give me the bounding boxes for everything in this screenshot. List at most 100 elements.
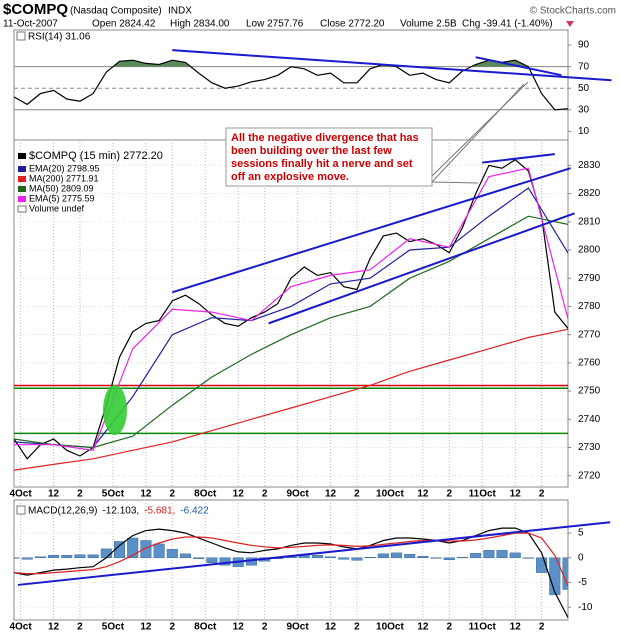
x-tick-label: 5Oct [102, 489, 125, 500]
y-tick-label: 2750 [578, 386, 601, 397]
histogram-bar [509, 552, 521, 559]
trendline [171, 167, 571, 294]
y-tick-label: 2720 [578, 470, 601, 481]
x-tick-label: 4Oct [9, 489, 32, 500]
x-tick-label: 2 [354, 622, 360, 633]
y-tick-label: 70 [578, 61, 590, 72]
histogram-bar [338, 557, 350, 560]
legend-swatch [18, 196, 26, 202]
symbol: $COMPQ [3, 1, 68, 18]
x-tick-label: 2 [77, 489, 83, 500]
annotation-line: off an explosive move. [231, 171, 349, 183]
y-tick-label: 2730 [578, 442, 601, 453]
histogram-bar [166, 549, 178, 559]
histogram-bar [179, 553, 192, 559]
y-tick-label: 2810 [578, 216, 601, 227]
histogram-bar [153, 543, 165, 559]
legend-icon [16, 505, 26, 515]
series-line [14, 187, 568, 449]
histogram-bar [61, 555, 73, 559]
y-tick-label: 5 [578, 528, 584, 539]
x-tick-label: 9Oct [286, 489, 309, 500]
close: Close 2772.20 [320, 19, 385, 30]
x-tick-label: 10Oct [376, 489, 404, 500]
trendline [482, 153, 555, 164]
x-tick-label: 9Oct [286, 622, 309, 633]
histogram-bar [377, 553, 389, 559]
low: Low 2757.76 [246, 19, 304, 30]
y-tick-label: 2830 [578, 160, 601, 171]
arrow-line [431, 181, 479, 184]
histogram-bar [496, 550, 508, 559]
histogram-bar [430, 557, 442, 559]
x-tick-label: 2 [447, 489, 453, 500]
trendline [268, 212, 575, 325]
legend-label: MACD(12,26,9) [28, 506, 97, 517]
index-name: (Nasdaq Composite) [70, 6, 162, 17]
histogram-bar [390, 552, 403, 559]
legend-swatch [18, 153, 26, 159]
x-tick-label: 2 [77, 622, 83, 633]
legend-swatch [17, 205, 27, 213]
x-tick-label: 12 [325, 622, 337, 633]
high: High 2834.00 [170, 19, 230, 30]
histogram-bar [417, 556, 429, 559]
x-tick-label: 2 [539, 622, 545, 633]
histogram-bar [351, 557, 363, 561]
histogram-bar [483, 550, 495, 559]
annotation-line: been building over the last few [231, 145, 392, 157]
y-tick-label: 2740 [578, 414, 601, 425]
overbought-fill [112, 60, 529, 67]
x-tick-label: 8Oct [194, 489, 217, 500]
down-triangle [566, 21, 574, 27]
x-tick-label: 8Oct [194, 622, 217, 633]
trendline [17, 521, 611, 586]
credit: © StockCharts.com [530, 6, 616, 17]
x-tick-label: 12 [233, 622, 245, 633]
x-tick-label: 12 [140, 489, 152, 500]
x-tick-label: 12 [325, 489, 337, 500]
y-tick-label: 2770 [578, 329, 601, 340]
date: 11-Oct-2007 [3, 19, 58, 30]
annotation-line: sessions finally hit a nerve and set [231, 158, 413, 170]
histogram-bar [470, 553, 482, 559]
x-tick-label: 2 [447, 622, 453, 633]
highlight-ellipse [103, 385, 127, 435]
exchange: INDX [168, 6, 192, 17]
x-tick-label: 12 [417, 489, 429, 500]
histogram-bar [14, 557, 20, 559]
histogram-bar [193, 557, 205, 560]
x-tick-label: 11Oct [469, 489, 497, 500]
legend-value: -5.681, [144, 506, 175, 517]
legend-swatch [18, 176, 26, 182]
histogram-bar [100, 548, 112, 559]
annotation-box [225, 127, 433, 187]
histogram-bar [456, 557, 469, 559]
x-tick-label: 12 [140, 622, 152, 633]
legend-label: MA(50) 2809.09 [29, 183, 94, 193]
y-tick-label: 90 [578, 40, 590, 51]
legend-label: Volume undef [29, 203, 85, 213]
histogram-bar [364, 557, 376, 559]
y-tick-label: 2820 [578, 188, 601, 199]
series-line [14, 215, 568, 449]
y-tick-label: 30 [578, 104, 590, 115]
x-tick-label: 2 [170, 489, 176, 500]
histogram-bar [48, 555, 60, 559]
legend-icon [16, 31, 26, 41]
x-tick-label: 12 [510, 489, 522, 500]
annotation-line: All the negative divergence that has [231, 132, 419, 144]
x-tick-label: 5Oct [102, 622, 125, 633]
histogram-bar [21, 557, 33, 560]
histogram-bar [311, 555, 323, 559]
legend-label: MA(200) 2771.91 [29, 173, 99, 183]
series-line [14, 532, 568, 587]
legend-value: -12.103, [102, 506, 139, 517]
y-tick-label: 2780 [578, 301, 601, 312]
x-tick-label: 2 [262, 489, 268, 500]
y-tick-label: 10 [578, 126, 590, 137]
histogram-bar [127, 537, 139, 559]
y-tick-label: -5 [578, 577, 587, 588]
trendline [475, 56, 562, 77]
